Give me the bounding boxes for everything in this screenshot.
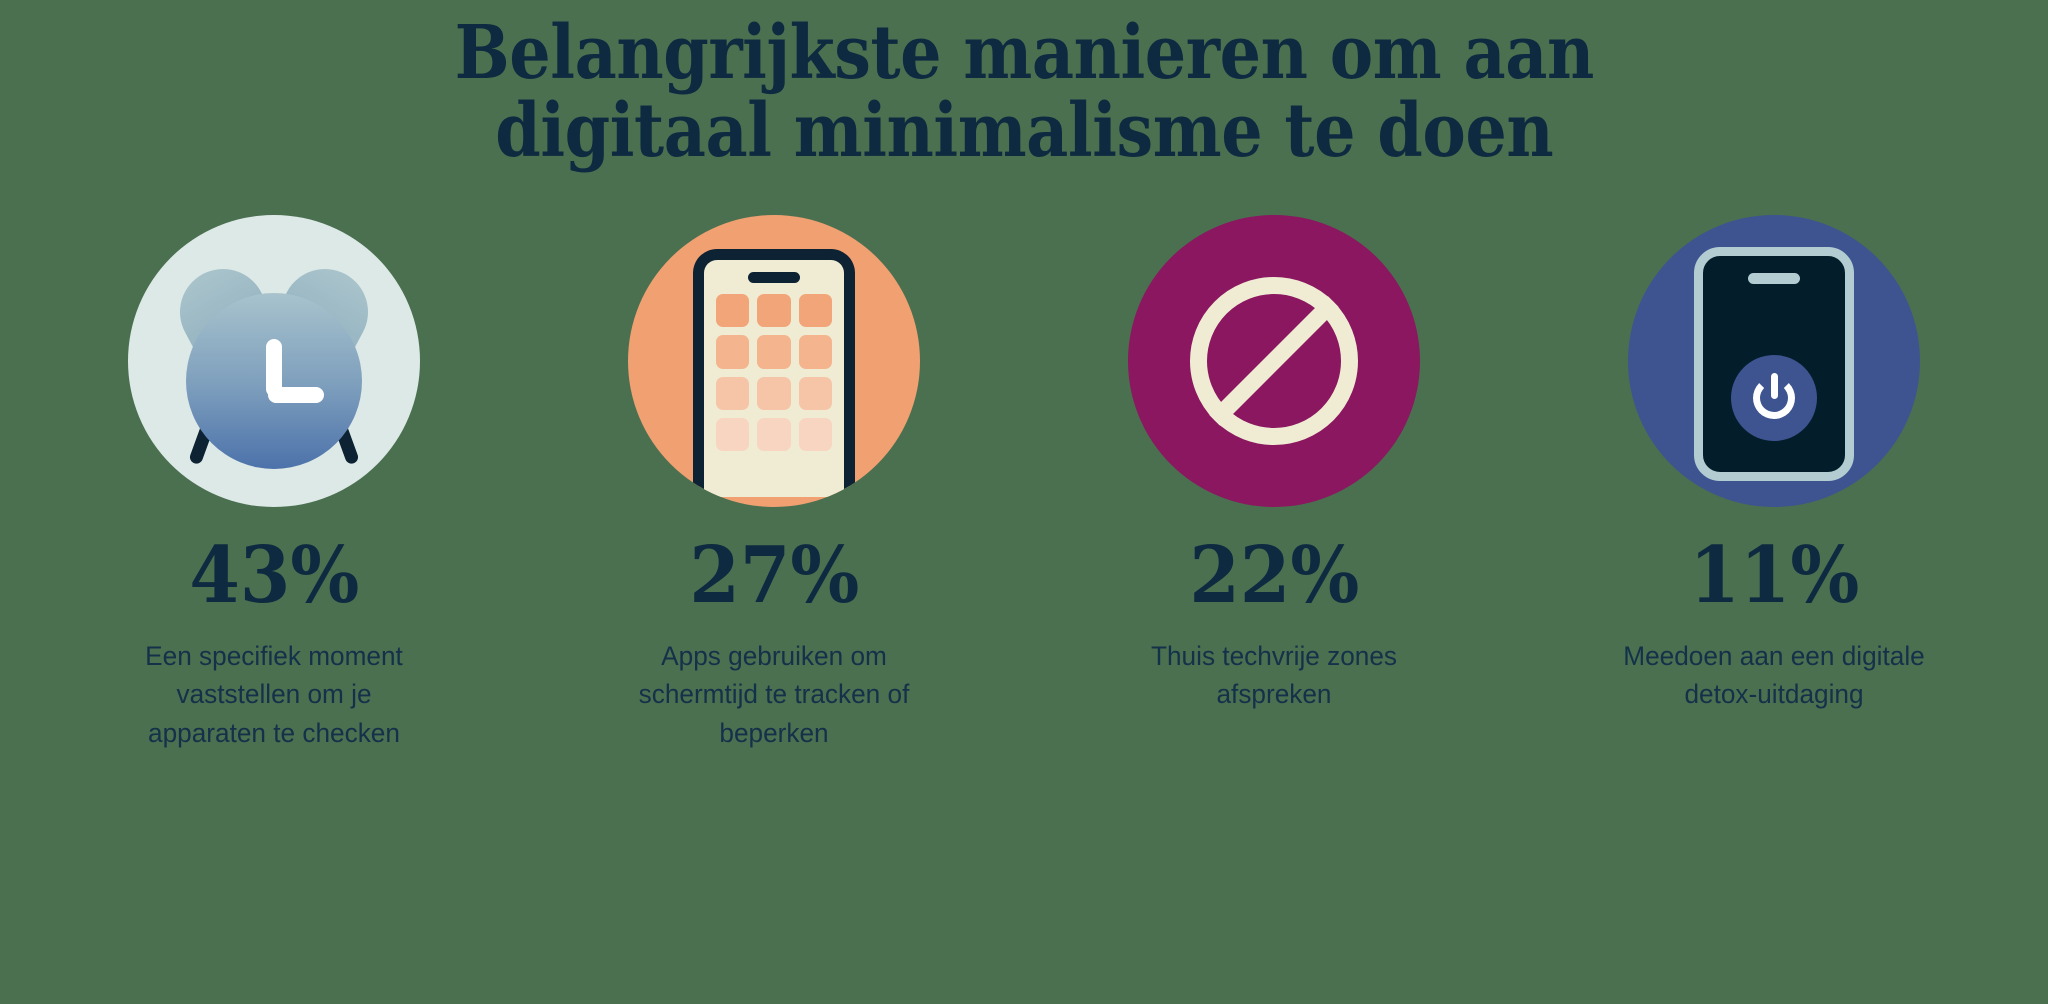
stat-percent: 11% (1689, 529, 1859, 621)
page-title: Belangrijkste manieren om aan digitaal m… (446, 14, 1603, 171)
app-tile (798, 376, 832, 410)
stat-caption: Thuis techvrije zones afspreken (1150, 640, 1398, 710)
stat-caption: Apps gebruiken om schermtijd te tracken … (638, 640, 910, 748)
app-tile (716, 293, 750, 328)
power-button-icon (1731, 354, 1817, 441)
title-line-1: Belangrijkste manieren om aan (454, 10, 1594, 96)
app-tile (757, 417, 791, 452)
clock-hand-hour-icon (268, 386, 324, 403)
stat-item-2: 27% Apps gebruiken om schermtijd te trac… (524, 214, 1024, 752)
prohibition-sign-icon (1128, 214, 1420, 507)
stat-item-3: 22% Thuis techvrije zones afspreken (1024, 214, 1524, 714)
phone-speaker-icon (1748, 272, 1800, 284)
stat-percent: 27% (689, 529, 859, 621)
stat-percent: 43% (189, 529, 359, 621)
app-grid-icon (716, 293, 832, 452)
app-tile (757, 376, 791, 410)
phone-notch-icon (748, 271, 800, 283)
app-tile (798, 417, 832, 452)
stat-item-4: 11% Meedoen aan een digitale detox-uitda… (1524, 214, 2024, 714)
clock-hand-minute-icon (266, 338, 282, 397)
alarm-clock-icon (128, 214, 420, 507)
stat-columns: 43% Een specifiek moment vaststellen om … (0, 214, 2048, 752)
stat-caption: Een specifiek moment vaststellen om je a… (145, 640, 403, 748)
app-tile (757, 335, 791, 369)
power-stem-icon (1770, 372, 1778, 399)
phone-power-off-icon (1628, 214, 1920, 507)
app-tile (757, 293, 791, 328)
app-tile (798, 335, 832, 369)
app-tile (716, 417, 750, 452)
app-tile (798, 293, 832, 328)
clock-face-icon (186, 292, 362, 469)
app-tile (716, 335, 750, 369)
phone-body-icon (693, 248, 855, 497)
title-line-2: digitaal minimalisme te doen (494, 88, 1554, 175)
phone-app-grid-icon (628, 214, 920, 507)
power-ring-icon (1753, 376, 1795, 419)
stat-caption: Meedoen aan een digitale detox-uitdaging (1623, 640, 1925, 710)
stat-percent: 22% (1189, 529, 1359, 621)
stat-item-1: 43% Een specifiek moment vaststellen om … (24, 214, 524, 752)
app-tile (716, 376, 750, 410)
